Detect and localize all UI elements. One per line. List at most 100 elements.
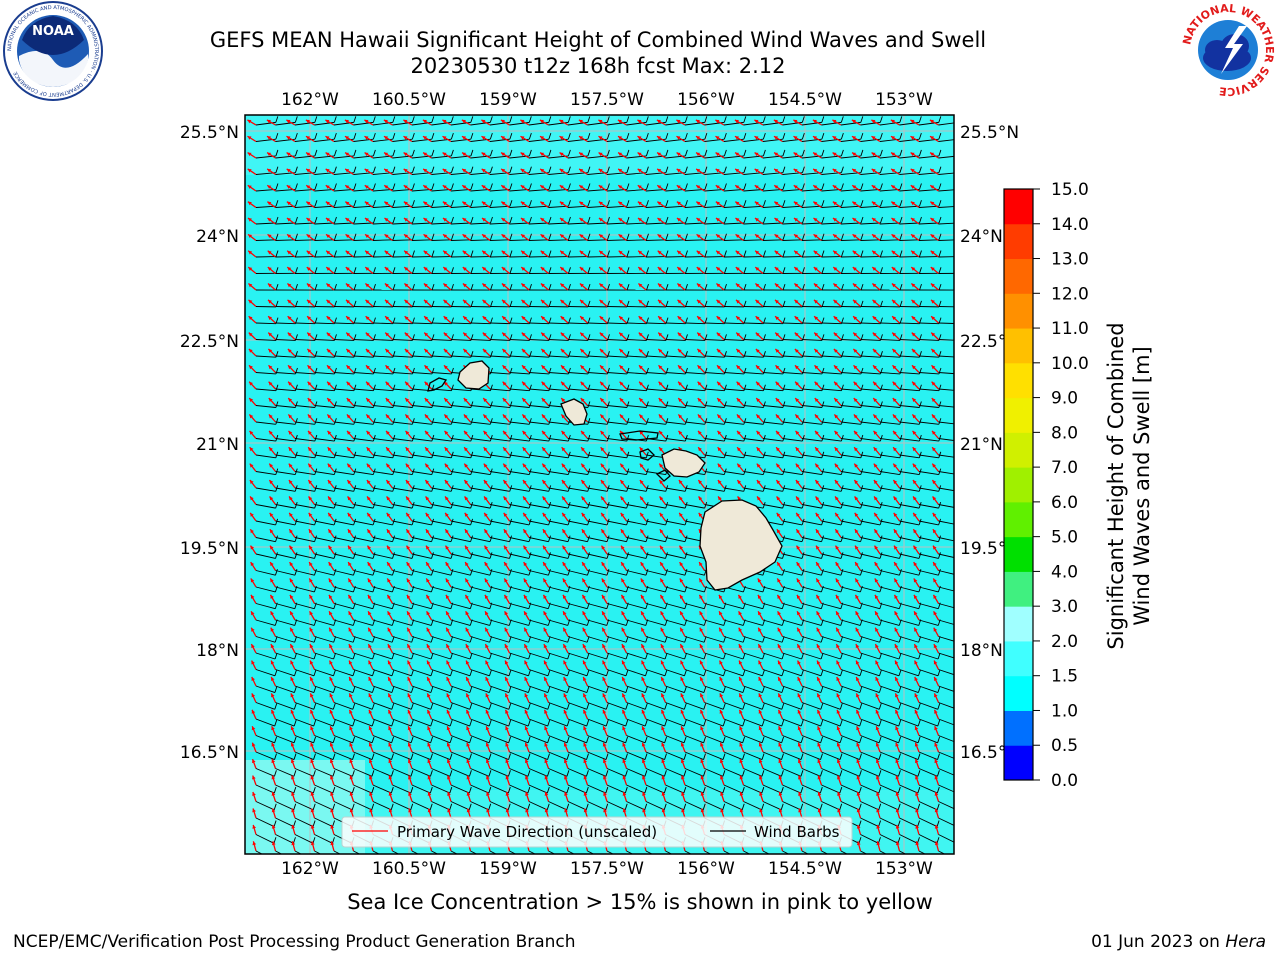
wind-barb-feather — [704, 183, 708, 190]
wind-barb — [684, 339, 705, 341]
wave-arrowhead — [715, 168, 720, 173]
wind-barb-feather — [314, 300, 318, 308]
wave-arrowhead — [559, 152, 564, 157]
wave-arrowhead — [833, 267, 838, 271]
wave-arrowhead — [540, 185, 545, 189]
wind-barb — [938, 189, 954, 192]
wave-arrowhead — [619, 398, 624, 402]
wave-arrowhead — [424, 332, 429, 337]
wind-barb — [294, 405, 315, 408]
wave-arrowhead — [482, 234, 487, 239]
wind-barb — [840, 322, 862, 325]
wave-arrowhead — [734, 119, 739, 124]
wind-barb-feather — [294, 133, 298, 140]
wind-barb-feather — [314, 116, 318, 123]
wind-barb — [626, 239, 647, 241]
wind-barb-feather — [938, 216, 942, 224]
wave-arrowhead — [560, 299, 565, 304]
wind-barb-feather — [899, 149, 903, 157]
wave-arrowhead — [833, 234, 838, 239]
wave-arrowhead — [346, 398, 351, 402]
wind-barb-feather — [411, 384, 415, 391]
wave-arrowhead — [462, 250, 467, 255]
wave-arrowhead — [775, 365, 780, 370]
wind-barb-feather — [763, 250, 766, 257]
wind-barb — [840, 339, 861, 341]
wind-barb — [645, 222, 666, 225]
wind-barb — [372, 239, 394, 241]
wind-barb-feather — [587, 183, 591, 190]
wave-arrowhead — [404, 348, 409, 353]
wind-barb-feather — [665, 133, 669, 140]
wave-arrowhead — [561, 398, 566, 402]
wave-arrowhead — [834, 398, 839, 402]
wind-barb — [314, 355, 335, 358]
wave-arrowhead — [462, 234, 467, 239]
wave-arrowhead — [444, 381, 448, 386]
wind-barb — [782, 388, 803, 392]
wind-barb-feather — [841, 216, 844, 224]
wind-barb-feather — [567, 149, 571, 157]
wind-barb-feather — [645, 401, 649, 408]
wave-arrowhead — [267, 201, 272, 206]
wind-barb-feather — [665, 283, 669, 291]
wave-arrowhead — [833, 283, 838, 288]
wave-arrowhead — [696, 218, 701, 222]
wind-barb-feather — [801, 166, 805, 173]
wind-barb-feather — [958, 116, 960, 122]
wave-arrowhead — [287, 316, 292, 321]
wave-arrowhead — [541, 299, 545, 304]
wind-barb-feather — [782, 183, 786, 190]
wind-barb-feather — [762, 116, 766, 123]
title-line-2: 20230530 t12z 168h fcst Max: 2.12 — [410, 54, 786, 78]
wave-arrowhead — [520, 119, 525, 124]
wind-barb — [333, 322, 355, 325]
wind-barb-feather — [802, 250, 805, 257]
wave-arrowhead — [812, 119, 817, 124]
wave-arrowhead — [424, 316, 429, 321]
wind-barb — [528, 239, 550, 241]
wave-arrowhead — [715, 201, 720, 206]
wind-barb-feather — [899, 283, 903, 291]
wave-arrowhead — [365, 283, 370, 288]
wind-barb-feather — [723, 166, 727, 173]
wind-barb-feather — [275, 133, 279, 140]
wave-arrowhead — [306, 250, 311, 255]
wave-arrowhead — [832, 152, 837, 157]
wave-arrowhead — [267, 250, 272, 255]
wave-arrowhead — [793, 168, 798, 173]
wind-barb-feather — [314, 418, 318, 425]
wind-barb — [314, 372, 335, 375]
wave-arrowhead — [541, 348, 546, 353]
wave-arrowhead — [813, 201, 818, 206]
wind-barb — [743, 322, 764, 325]
wave-arrowhead — [852, 168, 857, 173]
wind-barb — [743, 239, 764, 241]
wind-barb-feather — [938, 283, 942, 291]
wave-arrowhead — [872, 234, 877, 239]
wind-barb — [860, 205, 881, 208]
wave-arrowhead — [638, 283, 643, 288]
wave-arrowhead — [775, 398, 780, 402]
wave-arrowhead — [520, 136, 525, 140]
wind-barb-feather — [295, 250, 298, 257]
wind-barb-feather — [938, 183, 942, 190]
wave-arrowhead — [892, 316, 897, 321]
wind-barb-feather — [743, 149, 747, 157]
wind-barb — [606, 405, 627, 408]
wave-arrowhead — [872, 250, 877, 255]
wind-barb-feather — [490, 233, 493, 240]
wind-barb-feather — [431, 149, 435, 157]
wind-barb-feather — [880, 250, 883, 257]
wave-arrowhead — [561, 381, 565, 386]
wind-barb-feather — [353, 166, 357, 173]
wind-barb — [333, 421, 354, 425]
wave-arrowhead — [346, 414, 351, 419]
wave-arrowhead — [404, 250, 409, 255]
wind-barb — [762, 388, 783, 392]
wave-arrowhead — [871, 218, 876, 222]
wave-arrowhead — [852, 250, 857, 255]
wave-arrowhead — [697, 348, 702, 353]
wind-barb — [879, 355, 900, 358]
wave-arrowhead — [716, 316, 721, 321]
